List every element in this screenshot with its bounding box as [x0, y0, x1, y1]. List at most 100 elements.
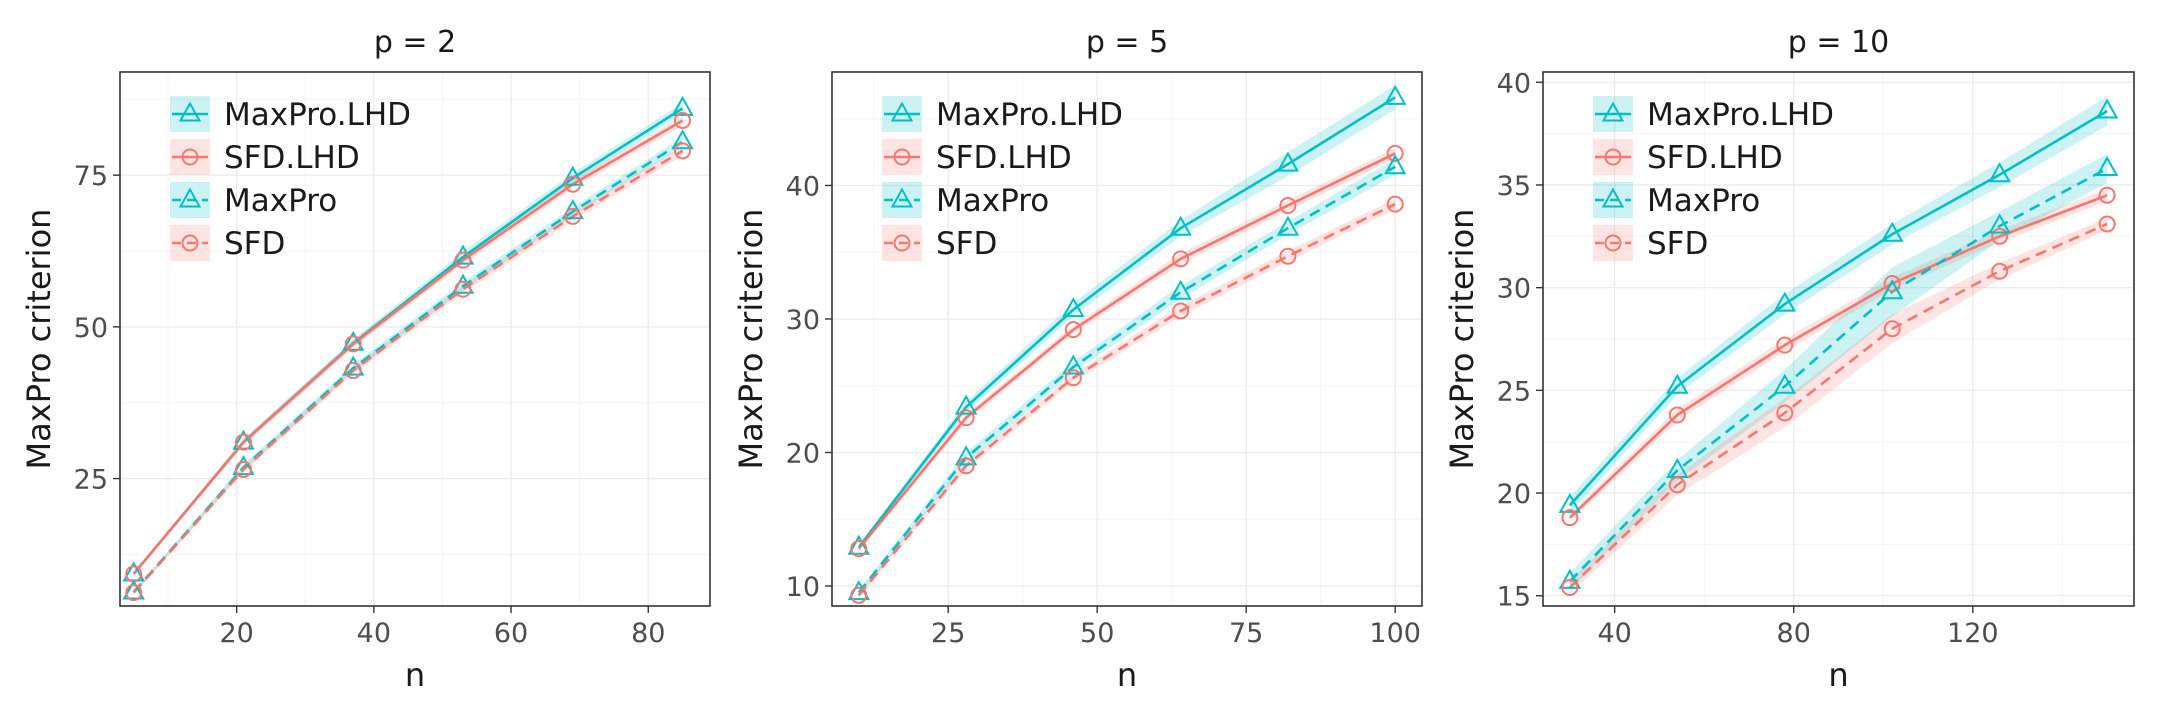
data-point-maxpro-dashed	[1881, 279, 1904, 300]
data-point-maxpro-solid	[1383, 84, 1407, 105]
y-tick-label: 15	[1497, 582, 1531, 613]
data-point-sfd-solid	[1064, 321, 1082, 339]
legend-triangle-icon	[1601, 101, 1625, 122]
legend-circle-icon	[181, 234, 199, 252]
data-point-maxpro-dashed	[1383, 154, 1407, 175]
legend-label: SFD	[1647, 226, 1708, 262]
data-point-sfd-solid	[957, 409, 975, 427]
y-tick-label: 40	[786, 171, 820, 202]
panel-border	[831, 71, 1423, 607]
legend-label: SFD	[936, 226, 997, 262]
data-point-maxpro-solid	[1988, 162, 2011, 183]
data-point-maxpro-dashed	[1558, 568, 1582, 589]
y-tick-label: 20	[786, 438, 820, 469]
panel-border	[119, 71, 711, 607]
legend-circle-icon	[893, 234, 911, 252]
data-point-maxpro-solid	[561, 165, 584, 186]
legend-triangle-icon	[178, 187, 202, 208]
legend-item-sfd-dashed: SFD	[882, 225, 997, 262]
legend-label: SFD.LHD	[1647, 140, 1783, 176]
legend: MaxPro.LHD SFD.LHD MaxPro SFD	[1593, 96, 1834, 262]
legend-triangle-icon	[178, 101, 202, 122]
data-point-sfd-solid	[1883, 275, 1901, 293]
data-point-sfd-solid	[1561, 509, 1579, 527]
panel-title: p = 5	[1086, 25, 1168, 60]
data-point-sfd-dashed	[125, 584, 143, 602]
data-point-maxpro-solid	[342, 330, 365, 351]
x-tick-label: 40	[357, 618, 391, 649]
data-point-maxpro-dashed	[1062, 354, 1085, 375]
legend: MaxPro.LHD SFD.LHD MaxPro SFD	[882, 96, 1123, 262]
panel-p1: 25 50 75 100 10 20 30 40 p = 5 n MaxPro criterion M…	[732, 25, 1423, 694]
legend-item-maxpro-solid: MaxPro.LHD	[1593, 96, 1834, 133]
legend-item-maxpro-dashed: MaxPro	[170, 182, 337, 219]
legend-label: SFD.LHD	[224, 140, 360, 176]
legend-circle-icon	[181, 148, 199, 166]
legend-item-maxpro-dashed: MaxPro	[882, 182, 1049, 219]
legend-item-sfd-dashed: SFD	[1593, 225, 1708, 262]
y-tick-label: 20	[1497, 479, 1531, 510]
y-tick-label: 10	[786, 572, 820, 603]
series-line-sfd-solid	[132, 119, 684, 575]
data-point-sfd-dashed	[344, 362, 362, 380]
series-line-maxpro-solid	[1568, 109, 2108, 507]
data-point-sfd-dashed	[1386, 195, 1404, 213]
confidence-band-maxpro-dashed	[858, 158, 1396, 596]
data-point-sfd-solid	[344, 335, 362, 353]
data-point-sfd-dashed	[1279, 247, 1297, 265]
x-tick-label: 120	[1947, 618, 1999, 649]
data-point-sfd-solid	[1991, 227, 2009, 245]
data-point-sfd-solid	[1668, 406, 1686, 424]
series-line-sfd-solid	[857, 152, 1396, 550]
y-axis-title: MaxPro criterion	[20, 209, 58, 470]
legend-item-sfd-solid: SFD.LHD	[882, 139, 1072, 176]
y-tick-label: 50	[74, 313, 108, 344]
data-point-sfd-dashed	[1883, 320, 1901, 338]
data-point-maxpro-solid	[954, 394, 978, 415]
data-point-sfd-dashed	[850, 586, 868, 604]
legend-item-sfd-solid: SFD.LHD	[1593, 139, 1783, 176]
data-point-sfd-solid	[1776, 336, 1794, 354]
data-point-maxpro-solid	[1773, 291, 1796, 312]
data-point-sfd-dashed	[1064, 369, 1082, 387]
data-point-maxpro-solid	[847, 534, 871, 555]
y-axis-title: MaxPro criterion	[732, 209, 770, 470]
x-tick-label: 25	[931, 618, 965, 649]
legend-label: SFD	[224, 226, 285, 262]
y-tick-label: 25	[74, 465, 108, 496]
series-line-sfd-solid	[1568, 194, 2108, 519]
data-point-sfd-dashed	[454, 280, 472, 298]
data-point-maxpro-solid	[2095, 98, 2119, 119]
x-tick-label: 50	[1080, 618, 1114, 649]
data-point-sfd-solid	[454, 251, 472, 269]
data-point-maxpro-dashed	[342, 355, 365, 376]
x-tick-label: 80	[631, 618, 665, 649]
legend-item-maxpro-dashed: MaxPro	[1593, 182, 1760, 219]
x-axis-title: n	[1828, 656, 1848, 694]
legend-circle-icon	[1604, 234, 1622, 252]
series-line-maxpro-dashed	[132, 140, 684, 593]
data-point-maxpro-dashed	[232, 455, 255, 476]
series-line-maxpro-dashed	[857, 165, 1396, 594]
x-tick-label: 20	[219, 618, 253, 649]
series-line-maxpro-dashed	[1568, 167, 2108, 583]
data-point-maxpro-solid	[1558, 492, 1582, 513]
legend-label: SFD.LHD	[936, 140, 1072, 176]
data-point-sfd-dashed	[1991, 262, 2009, 280]
data-point-sfd-dashed	[1668, 476, 1686, 494]
data-point-maxpro-solid	[1169, 215, 1192, 236]
x-axis-title: n	[405, 656, 425, 694]
data-point-sfd-dashed	[1776, 404, 1794, 422]
data-point-maxpro-solid	[1666, 373, 1689, 394]
data-point-maxpro-dashed	[954, 445, 978, 466]
data-point-sfd-dashed	[957, 457, 975, 475]
data-point-sfd-dashed	[674, 142, 692, 160]
panel-border	[1542, 71, 2135, 607]
legend-label: MaxPro.LHD	[224, 97, 411, 133]
data-point-maxpro-solid	[1062, 297, 1085, 318]
y-axis-title: MaxPro criterion	[1443, 209, 1481, 470]
data-point-maxpro-solid	[1276, 151, 1300, 172]
x-axis-title: n	[1117, 656, 1137, 694]
legend-circle-icon	[893, 148, 911, 166]
